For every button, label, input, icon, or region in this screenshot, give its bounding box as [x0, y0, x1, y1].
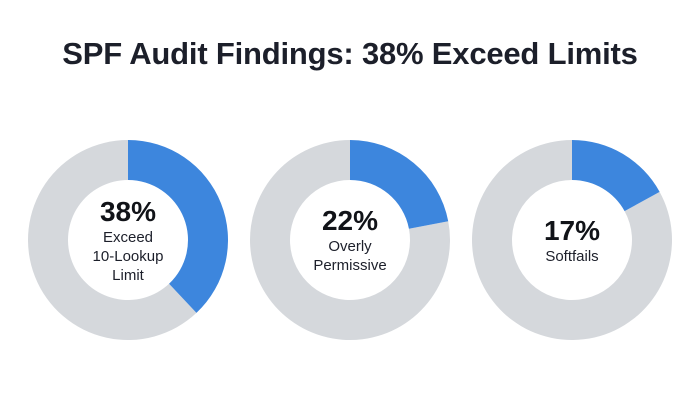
- donut-svg: [28, 140, 228, 340]
- donut-value-arc: [572, 140, 660, 212]
- donut-percent: 22%: [321, 205, 379, 236]
- donut-value-arc: [128, 140, 228, 313]
- donut-chart-softfails: 17% Softfails: [472, 130, 672, 350]
- donut-track: [28, 140, 197, 340]
- donut-percent: 17%: [543, 214, 601, 246]
- donut-center: 38% Exceed 10-Lookup Limit: [68, 180, 188, 300]
- donut-track: [250, 140, 450, 340]
- donut-svg: [250, 140, 450, 340]
- donut-track: [472, 140, 672, 340]
- donut-label: Overly Permissive: [313, 238, 387, 274]
- donut-percent: 38%: [99, 195, 157, 227]
- donut-chart-exceed-limit: 38% Exceed 10-Lookup Limit: [28, 130, 228, 350]
- chart-title: SPF Audit Findings: 38% Exceed Limits: [62, 36, 638, 71]
- donut-chart-overly-permissive: 22% Overly Permissive: [250, 130, 450, 350]
- donut-svg: [472, 140, 672, 340]
- donut-value-arc: [350, 140, 449, 229]
- donut-label: Softfails: [545, 247, 599, 265]
- donut-center: 22% Overly Permissive: [290, 180, 410, 300]
- donut-center: 17% Softfails: [512, 180, 632, 300]
- donut-label: Exceed 10-Lookup Limit: [92, 228, 164, 284]
